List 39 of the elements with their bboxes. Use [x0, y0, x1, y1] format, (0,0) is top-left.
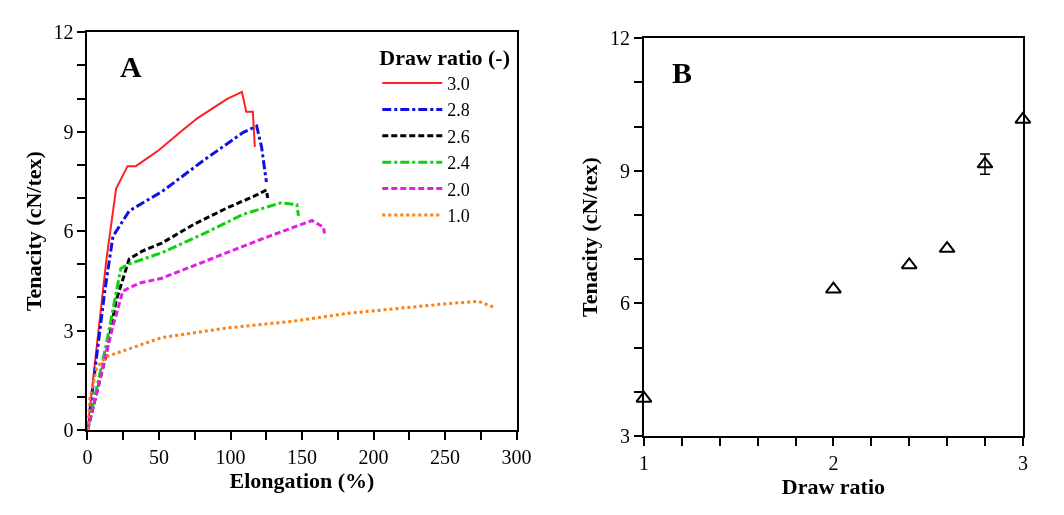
- x-tick-label: 100: [215, 446, 246, 469]
- point: [635, 390, 653, 403]
- y-tick-label: 12: [609, 27, 630, 50]
- y-tick-label: 9: [619, 159, 630, 182]
- point: [900, 257, 918, 270]
- x-tick-label: 2: [828, 451, 839, 474]
- y-tick-label: 12: [53, 21, 74, 44]
- point: [976, 156, 994, 169]
- y-axis-title: Tenacity (cN/tex): [577, 157, 603, 317]
- y-tick-label: 0: [63, 419, 74, 442]
- y-axis-title: Tenacity (cN/tex): [20, 151, 46, 312]
- legend-title: Draw ratio (-): [379, 44, 510, 70]
- legend-label: 2.8: [447, 100, 470, 121]
- line-series: [87, 219, 326, 431]
- y-tick-label: 3: [619, 424, 630, 447]
- x-tick-label: 150: [287, 446, 318, 469]
- legend-label: 2.4: [447, 153, 470, 174]
- y-tick-label: 6: [63, 220, 74, 243]
- x-tick-label: 200: [358, 446, 389, 469]
- legend-label: 3.0: [447, 74, 470, 94]
- y-tick-label: 9: [63, 120, 74, 143]
- x-axis-title: Draw ratio: [781, 473, 886, 499]
- x-tick-label: 3: [1017, 451, 1028, 474]
- x-tick-label: 1: [638, 451, 649, 474]
- legend-label: 1.0: [447, 206, 470, 226]
- y-tick-label: 3: [63, 319, 74, 342]
- x-axis-title: Elongation (%): [229, 468, 375, 494]
- x-tick-label: 300: [501, 446, 532, 469]
- point: [824, 281, 842, 294]
- x-tick-label: 0: [82, 446, 93, 469]
- line-series: [87, 299, 495, 431]
- annotation: B: [672, 56, 693, 89]
- legend-label: 2.0: [447, 179, 470, 200]
- point: [1014, 111, 1032, 124]
- annotation: A: [120, 50, 142, 83]
- legend-label: 2.6: [447, 126, 470, 147]
- x-tick-label: 250: [430, 446, 461, 469]
- x-tick-label: 50: [148, 446, 169, 469]
- y-tick-label: 6: [619, 292, 630, 315]
